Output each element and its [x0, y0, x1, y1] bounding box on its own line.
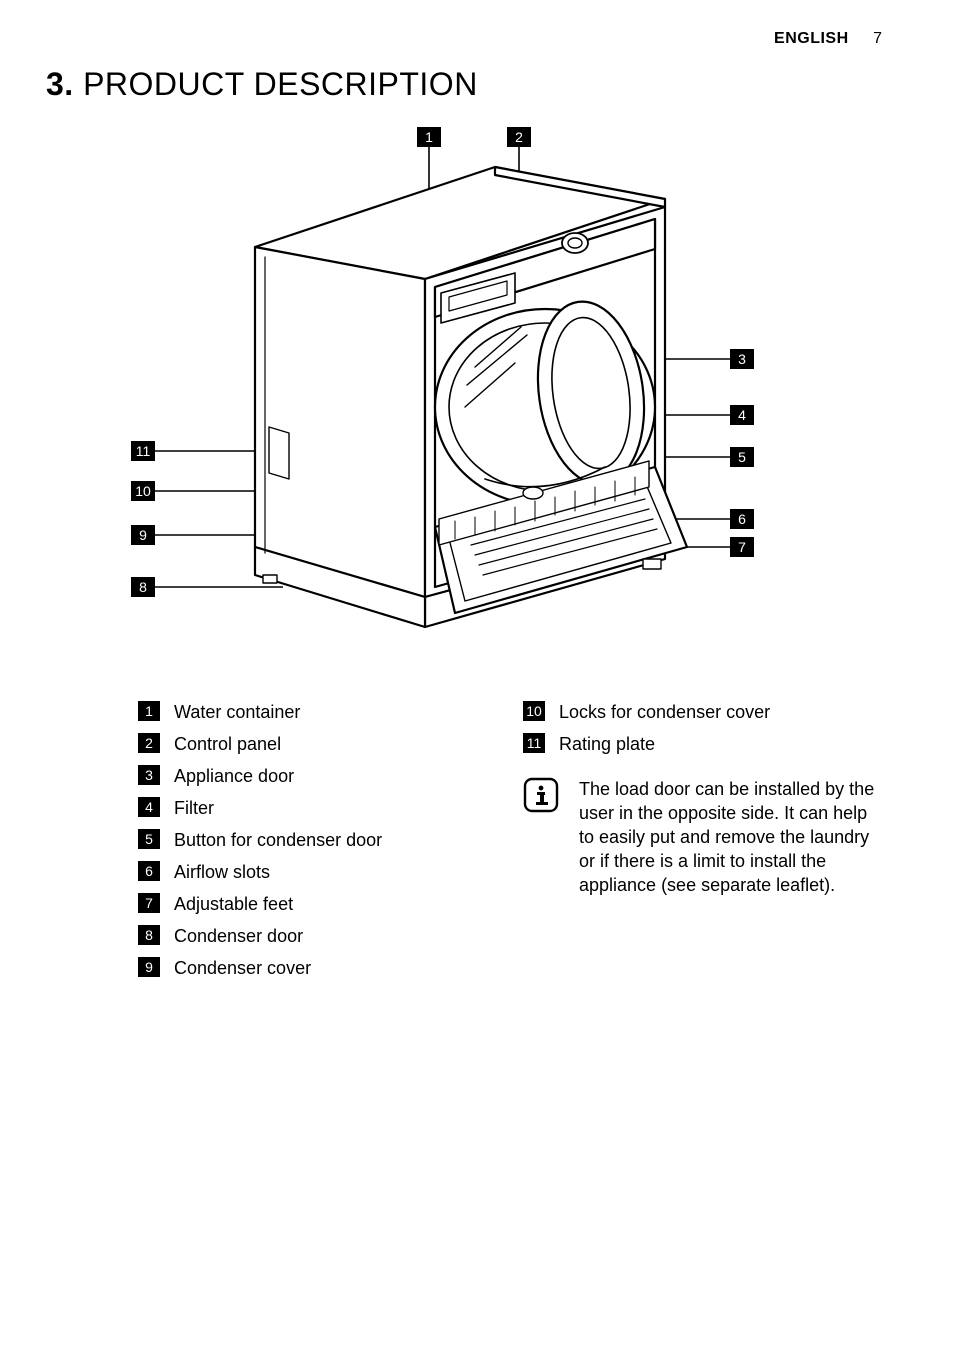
page-header: ENGLISH 7	[46, 30, 884, 48]
legend-item-label: Locks for condenser cover	[559, 701, 770, 723]
legend-item: 5 Button for condenser door	[138, 829, 499, 851]
legend-item-number: 11	[523, 733, 545, 753]
legend-item-number: 6	[138, 861, 160, 881]
legend-item: 10 Locks for condenser cover	[523, 701, 884, 723]
manual-page: ENGLISH 7 3. PRODUCT DESCRIPTION 1234567…	[0, 0, 954, 1354]
header-page-number: 7	[873, 30, 882, 47]
legend-item-number: 5	[138, 829, 160, 849]
legend-item-label: Button for condenser door	[174, 829, 382, 851]
legend-item-number: 7	[138, 893, 160, 913]
legend-item-number: 10	[523, 701, 545, 721]
info-note-text: The load door can be installed by the us…	[579, 777, 884, 897]
legend-columns: 1 Water container 2 Control panel 3 Appliance…	[46, 701, 884, 989]
legend-item: 11 Rating plate	[523, 733, 884, 755]
info-icon	[523, 777, 559, 813]
legend-item-label: Appliance door	[174, 765, 294, 787]
legend-item: 3 Appliance door	[138, 765, 499, 787]
legend-item-number: 1	[138, 701, 160, 721]
dryer-technical-drawing	[115, 127, 815, 667]
legend-item-label: Condenser door	[174, 925, 303, 947]
legend-item-number: 8	[138, 925, 160, 945]
legend-column-left: 1 Water container 2 Control panel 3 Appliance…	[138, 701, 499, 989]
legend-item: 1 Water container	[138, 701, 499, 723]
section-title: 3. PRODUCT DESCRIPTION	[46, 66, 884, 103]
legend-column-right: 10 Locks for condenser cover 11 Rating plat…	[523, 701, 884, 989]
legend-item: 6 Airflow slots	[138, 861, 499, 883]
legend-item: 9 Condenser cover	[138, 957, 499, 979]
legend-item-number: 3	[138, 765, 160, 785]
legend-item-label: Airflow slots	[174, 861, 270, 883]
legend-item-label: Water container	[174, 701, 300, 723]
legend-item-number: 4	[138, 797, 160, 817]
legend-item-number: 9	[138, 957, 160, 977]
legend-item-label: Rating plate	[559, 733, 655, 755]
section-number: 3.	[46, 66, 74, 102]
legend-item-label: Adjustable feet	[174, 893, 293, 915]
legend-item-number: 2	[138, 733, 160, 753]
info-note: The load door can be installed by the us…	[523, 777, 884, 897]
legend-item-label: Control panel	[174, 733, 281, 755]
legend-item: 4 Filter	[138, 797, 499, 819]
section-heading-text: PRODUCT DESCRIPTION	[83, 66, 478, 102]
header-language: ENGLISH	[774, 30, 849, 47]
legend-item-label: Condenser cover	[174, 957, 311, 979]
legend-item: 8 Condenser door	[138, 925, 499, 947]
legend-item-label: Filter	[174, 797, 214, 819]
legend-item: 7 Adjustable feet	[138, 893, 499, 915]
legend-item: 2 Control panel	[138, 733, 499, 755]
product-diagram: 1234567891011	[115, 127, 815, 667]
